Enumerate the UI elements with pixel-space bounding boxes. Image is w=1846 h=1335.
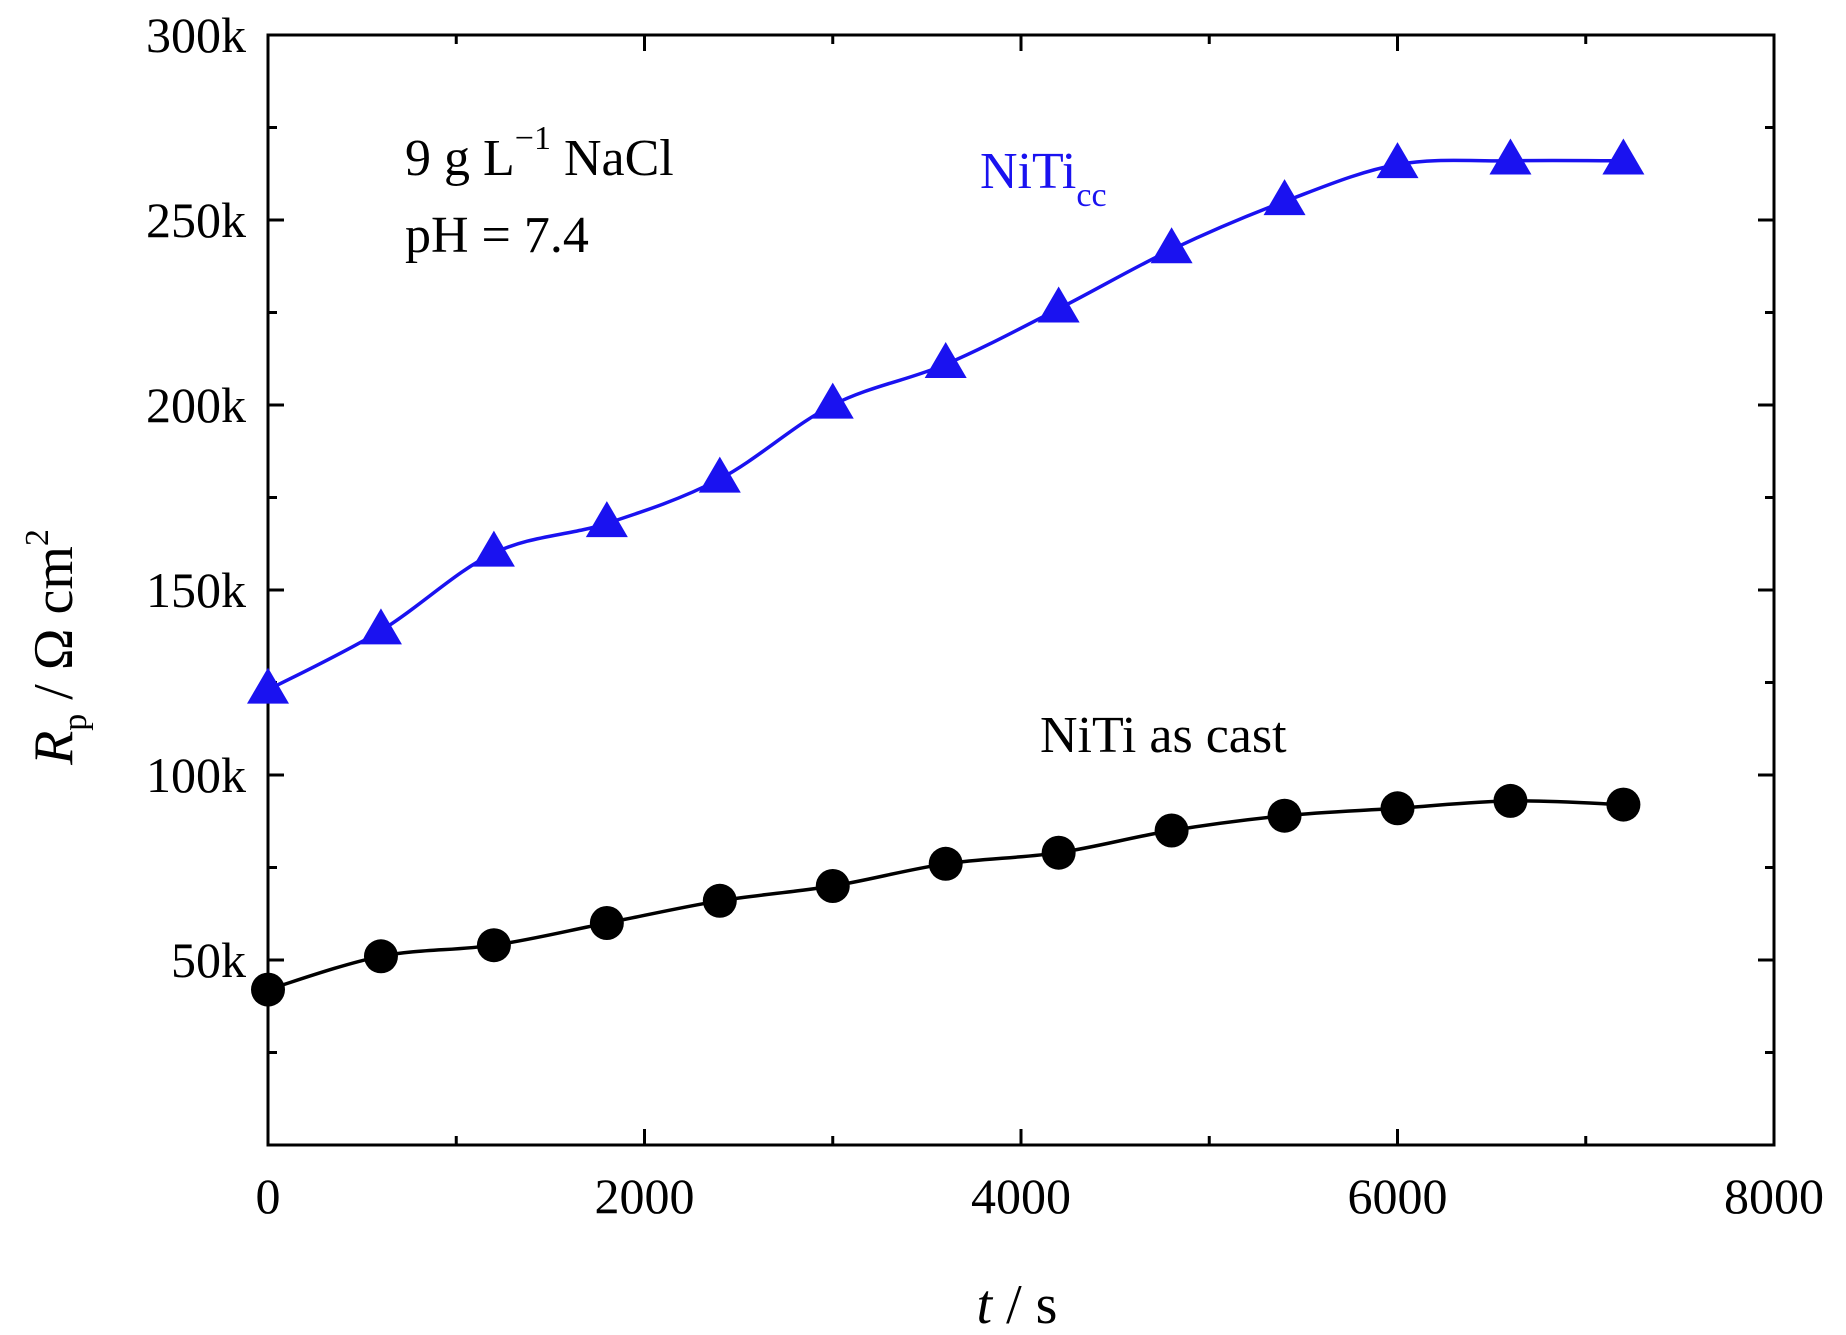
- concentration-value: 9 g L: [405, 130, 515, 187]
- data-point-niti-as-cast: [363, 939, 398, 974]
- y-tick-label: 150k: [146, 562, 246, 618]
- x-tick-label: 0: [256, 1168, 281, 1224]
- data-point-niti-cc: [1037, 286, 1080, 323]
- series-label-niti-as-cast: NiTi as cast: [1040, 707, 1287, 764]
- ph-annotation: pH = 7.4: [405, 207, 589, 264]
- data-point-niti-as-cast: [1154, 813, 1189, 848]
- x-tick-label: 6000: [1348, 1168, 1448, 1224]
- data-point-niti-cc: [472, 530, 515, 567]
- series-label-niti-cc-sub: cc: [1076, 177, 1106, 214]
- data-point-niti-as-cast: [1493, 783, 1528, 818]
- data-point-niti-cc: [1489, 138, 1532, 175]
- concentration-salt: NaCl: [551, 130, 674, 187]
- data-point-niti-cc: [698, 456, 741, 493]
- y-axis-unit-superscript: 2: [19, 529, 56, 546]
- y-tick-label: 250k: [146, 192, 246, 248]
- data-point-niti-cc: [247, 667, 289, 704]
- data-point-niti-cc: [1376, 142, 1419, 179]
- y-tick-label: 50k: [171, 932, 246, 988]
- x-axis-label: t / s: [977, 1274, 1058, 1335]
- x-tick-label: 2000: [595, 1168, 695, 1224]
- data-point-niti-as-cast: [702, 883, 737, 918]
- data-point-niti-as-cast: [589, 906, 624, 940]
- data-point-niti-as-cast: [1267, 798, 1302, 833]
- data-point-niti-cc: [585, 501, 628, 538]
- data-point-niti-cc: [1263, 179, 1306, 216]
- data-point-niti-as-cast: [1606, 787, 1641, 822]
- data-point-niti-cc: [1602, 138, 1645, 175]
- data-point-niti-as-cast: [928, 846, 963, 881]
- series-label-niti-cc: NiTicc: [980, 143, 1107, 214]
- x-tick-label: 4000: [971, 1168, 1071, 1224]
- x-tick-label: 8000: [1724, 1168, 1824, 1224]
- data-point-niti-cc: [811, 382, 854, 419]
- data-point-niti-as-cast: [476, 928, 511, 963]
- x-axis-symbol: t: [977, 1274, 994, 1335]
- series-niti-as-cast: [251, 783, 1641, 1007]
- data-point-niti-as-cast: [251, 972, 285, 1007]
- data-point-niti-cc: [924, 341, 967, 378]
- x-axis-unit: s: [1036, 1274, 1058, 1335]
- y-tick-label: 100k: [146, 747, 246, 803]
- data-point-niti-cc: [1150, 227, 1193, 264]
- series-label-niti-cc-main: NiTi: [980, 143, 1076, 200]
- y-tick-label: 200k: [146, 377, 246, 433]
- y-axis-subscript: p: [57, 714, 94, 731]
- y-axis-label: Rp / Ω cm2: [19, 529, 94, 766]
- data-point-niti-cc: [359, 608, 402, 645]
- y-axis-unit: Ω cm: [23, 546, 85, 670]
- y-axis-symbol: R: [23, 731, 85, 766]
- data-point-niti-as-cast: [815, 869, 850, 903]
- data-point-niti-as-cast: [1041, 835, 1076, 870]
- data-point-niti-as-cast: [1380, 791, 1415, 826]
- concentration-annotation: 9 g L−1 NaCl: [405, 120, 674, 187]
- y-tick-label: 300k: [146, 7, 246, 63]
- series-niti-cc: [247, 138, 1645, 704]
- concentration-exponent: −1: [515, 120, 551, 157]
